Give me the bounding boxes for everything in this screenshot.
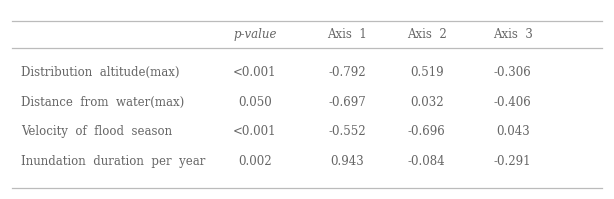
Text: 0.943: 0.943 [330, 155, 363, 169]
Text: -0.306: -0.306 [494, 65, 532, 79]
Text: 0.519: 0.519 [410, 65, 443, 79]
Text: <0.001: <0.001 [233, 65, 276, 79]
Text: Velocity  of  flood  season: Velocity of flood season [21, 125, 173, 139]
Text: p-value: p-value [233, 28, 276, 41]
Text: 0.050: 0.050 [238, 96, 271, 109]
Text: 0.032: 0.032 [410, 96, 443, 109]
Text: 0.002: 0.002 [238, 155, 271, 169]
Text: -0.406: -0.406 [494, 96, 532, 109]
Text: Axis  3: Axis 3 [493, 28, 532, 41]
Text: Inundation  duration  per  year: Inundation duration per year [21, 155, 206, 169]
Text: -0.291: -0.291 [494, 155, 532, 169]
Text: Distance  from  water(max): Distance from water(max) [21, 96, 185, 109]
Text: -0.697: -0.697 [328, 96, 366, 109]
Text: -0.696: -0.696 [408, 125, 446, 139]
Text: -0.084: -0.084 [408, 155, 446, 169]
Text: -0.792: -0.792 [328, 65, 366, 79]
Text: Distribution  altitude(max): Distribution altitude(max) [21, 65, 180, 79]
Text: Axis  1: Axis 1 [327, 28, 367, 41]
Text: 0.043: 0.043 [496, 125, 529, 139]
Text: <0.001: <0.001 [233, 125, 276, 139]
Text: -0.552: -0.552 [328, 125, 366, 139]
Text: Axis  2: Axis 2 [407, 28, 446, 41]
